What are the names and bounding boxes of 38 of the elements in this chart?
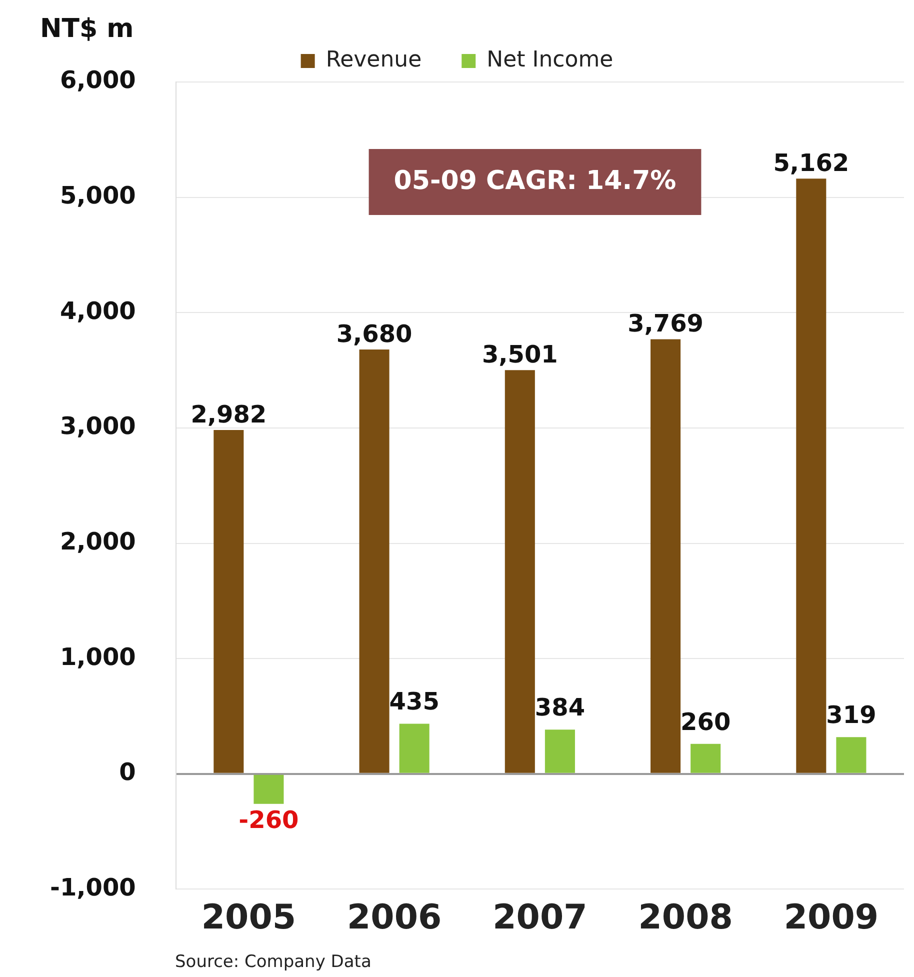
legend-label: Net Income bbox=[486, 48, 614, 73]
x-tick-label: 2009 bbox=[784, 897, 879, 938]
bar bbox=[690, 744, 721, 773]
bar bbox=[359, 350, 390, 773]
y-tick-label: 6,000 bbox=[60, 66, 136, 94]
data-label: 384 bbox=[534, 694, 586, 722]
data-label: -260 bbox=[238, 806, 299, 834]
y-axis-title: NT$ m bbox=[40, 14, 134, 44]
data-label: 3,680 bbox=[336, 320, 412, 348]
bar bbox=[544, 730, 575, 773]
x-tick-label: 2008 bbox=[638, 897, 733, 938]
legend-label: Revenue bbox=[326, 48, 422, 73]
y-tick-label: 3,000 bbox=[60, 412, 136, 440]
x-tick-label: 2005 bbox=[201, 897, 296, 938]
data-label: 319 bbox=[826, 701, 876, 730]
bar bbox=[836, 737, 866, 773]
bar bbox=[214, 430, 244, 773]
x-tick-label: 2007 bbox=[492, 897, 588, 938]
bar bbox=[254, 774, 284, 804]
y-tick-label: 4,000 bbox=[60, 296, 136, 325]
data-label: 3,769 bbox=[628, 310, 704, 338]
x-tick-label: 2006 bbox=[346, 897, 442, 938]
data-label: 2,982 bbox=[190, 400, 267, 428]
data-label: 3,501 bbox=[482, 340, 558, 368]
y-tick-label: 2,000 bbox=[60, 527, 136, 556]
annotation: 05-09 CAGR: 14.7% bbox=[394, 166, 676, 196]
y-tick-label: 5,000 bbox=[60, 182, 136, 210]
y-tick-label: 0 bbox=[119, 758, 136, 786]
y-tick-label: 1,000 bbox=[60, 642, 136, 671]
bar bbox=[399, 724, 430, 773]
source-note: Source: Company Data bbox=[175, 952, 372, 972]
data-label: 435 bbox=[389, 688, 440, 716]
bar bbox=[504, 370, 535, 773]
y-tick-label: -1,000 bbox=[50, 873, 136, 902]
data-label: 260 bbox=[680, 708, 731, 736]
bar bbox=[650, 339, 681, 773]
bar bbox=[796, 178, 826, 773]
data-label: 5,162 bbox=[773, 148, 850, 177]
